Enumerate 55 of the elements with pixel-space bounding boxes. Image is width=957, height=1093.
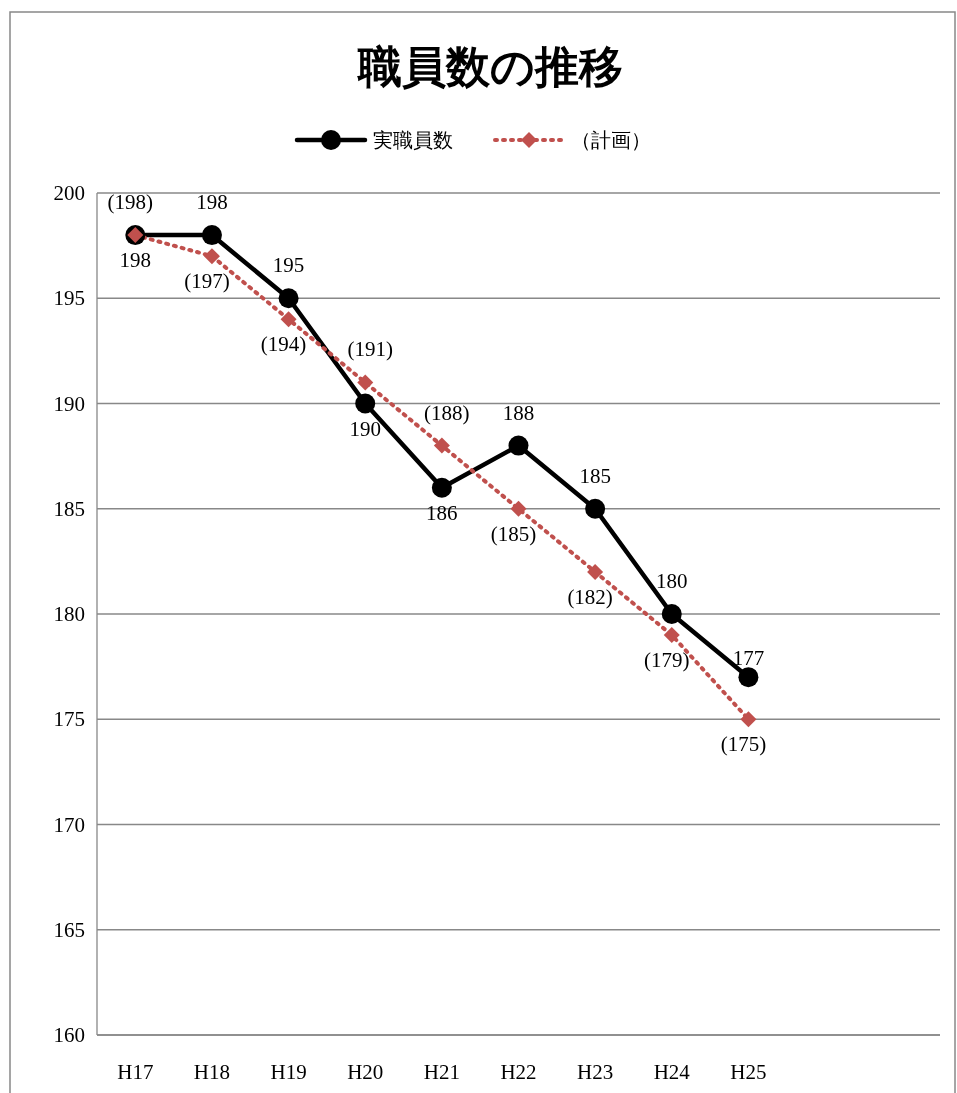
y-tick-label: 160 xyxy=(53,1023,85,1047)
data-label: (188) xyxy=(424,400,470,425)
point xyxy=(663,627,680,644)
y-tick-label: 200 xyxy=(53,181,85,205)
data-label: (179) xyxy=(644,648,690,673)
x-tick-label: H20 xyxy=(347,1060,384,1084)
data-label: 195 xyxy=(272,253,305,278)
data-label: (185) xyxy=(490,521,537,546)
legend-label: （計画） xyxy=(571,128,651,152)
y-tick-label: 165 xyxy=(53,917,85,942)
data-label: 198 xyxy=(119,248,152,273)
x-tick-label: H21 xyxy=(423,1060,460,1084)
point xyxy=(355,393,376,414)
data-label: (191) xyxy=(347,337,393,362)
x-tick-label: H18 xyxy=(193,1060,231,1084)
point xyxy=(740,711,757,728)
x-tick-label: H19 xyxy=(270,1060,307,1084)
data-label: 177 xyxy=(732,646,765,671)
point xyxy=(587,563,604,580)
x-tick-label: H22 xyxy=(500,1060,537,1084)
x-tick-label: H24 xyxy=(653,1060,691,1084)
data-label: 198 xyxy=(196,190,228,215)
point xyxy=(431,477,452,498)
point xyxy=(508,435,529,456)
data-label: 185 xyxy=(579,463,611,488)
point xyxy=(510,500,527,517)
data-label: (198) xyxy=(107,190,154,215)
x-tick-label: H17 xyxy=(117,1060,154,1084)
x-tick-label: H25 xyxy=(730,1060,767,1084)
data-label: (182) xyxy=(567,584,613,609)
data-label: (194) xyxy=(260,332,307,357)
data-label: 186 xyxy=(426,500,458,525)
data-label: (175) xyxy=(720,732,767,757)
legend-label: 実職員数 xyxy=(373,128,453,152)
point xyxy=(585,498,606,519)
point xyxy=(357,374,374,391)
point xyxy=(738,667,759,688)
data-label: 188 xyxy=(502,400,535,425)
y-tick-label: 180 xyxy=(53,602,85,626)
point xyxy=(201,225,222,246)
point xyxy=(280,311,297,328)
data-label: 180 xyxy=(656,569,688,593)
y-tick-label: 175 xyxy=(53,707,85,732)
point xyxy=(433,437,450,454)
x-tick-label: H23 xyxy=(577,1060,614,1084)
point xyxy=(661,604,682,624)
point xyxy=(278,288,299,309)
data-label: (197) xyxy=(184,269,230,294)
y-tick-label: 190 xyxy=(53,391,85,416)
data-label: 190 xyxy=(349,416,381,441)
y-tick-label: 170 xyxy=(53,812,85,837)
y-tick-label: 195 xyxy=(53,286,85,311)
point xyxy=(203,248,220,265)
y-tick-label: 185 xyxy=(53,496,85,521)
chart-title: 職員数の推移 xyxy=(356,41,623,92)
